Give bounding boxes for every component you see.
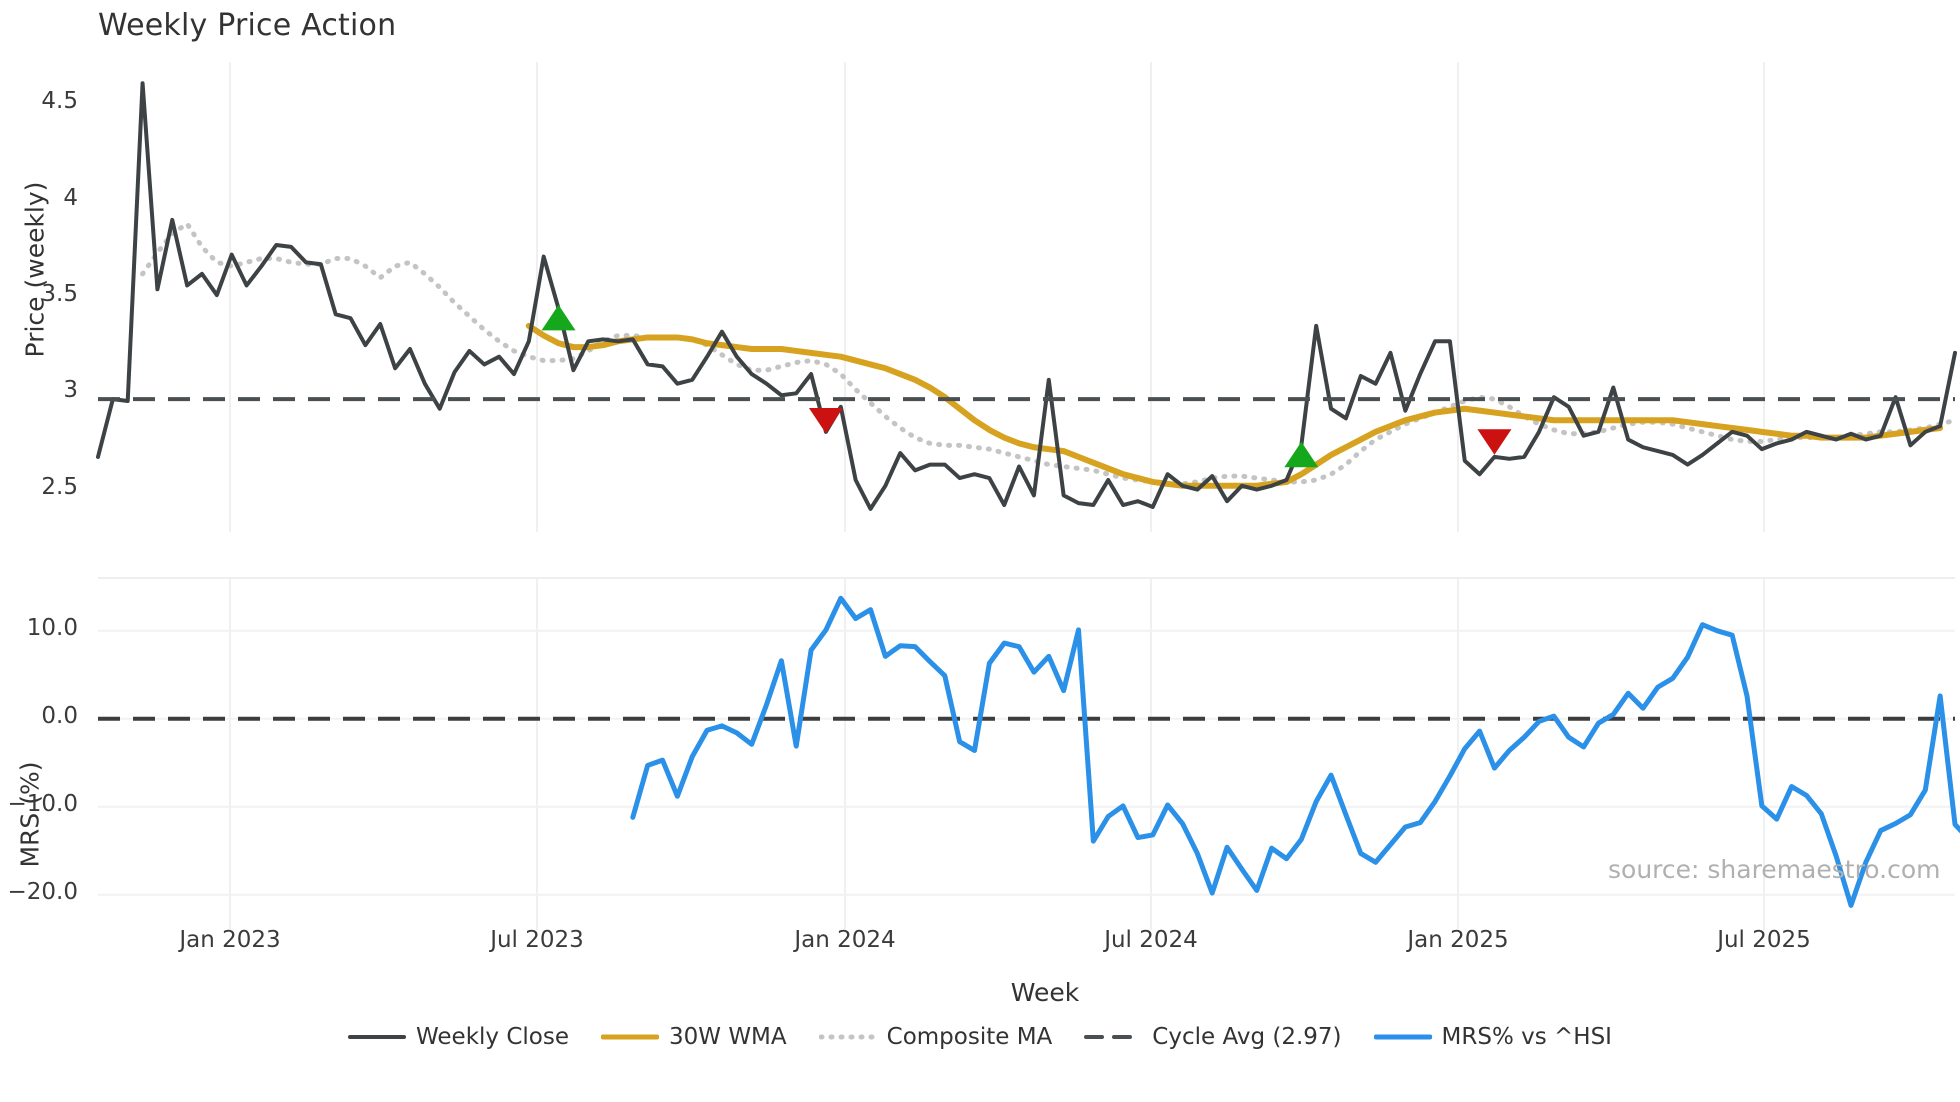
watermark: source: sharemaestro.com: [1608, 855, 1941, 884]
price-ytick-2: 3.5: [41, 281, 78, 307]
sell-marker-3[interactable]: [1477, 429, 1512, 455]
mrs-ytick-3: −20.0: [7, 878, 78, 905]
legend-item-0[interactable]: Weekly Close: [348, 1024, 569, 1050]
mrs-ytick-2: −10.0: [7, 790, 78, 817]
legend-swatch-icon-1: [601, 1034, 659, 1040]
legend-swatch-icon-2: [818, 1034, 877, 1040]
mrs-ytick-1: 0.0: [41, 702, 78, 729]
x-tick-2: Jan 2024: [794, 927, 896, 953]
sell-marker-1[interactable]: [808, 408, 843, 434]
legend-swatch-icon-3: [1084, 1035, 1143, 1039]
x-axis-label: Week: [1010, 978, 1080, 1007]
x-tick-4: Jan 2025: [1407, 927, 1509, 953]
composite-ma-line: [140, 220, 1958, 487]
legend-item-3[interactable]: Cycle Avg (2.97): [1084, 1024, 1342, 1050]
legend-item-1[interactable]: 30W WMA: [601, 1024, 787, 1050]
price-ytick-0: 4.5: [41, 88, 78, 115]
legend-item-2[interactable]: Composite MA: [818, 1024, 1053, 1050]
weekly-close-line: [96, 81, 1957, 511]
legend-swatch-icon-0: [348, 1035, 407, 1039]
mrs-ytick-0: 10.0: [26, 614, 78, 641]
price-ytick-4: 2.5: [41, 473, 78, 500]
legend-label-1: 30W WMA: [669, 1024, 787, 1050]
page-title: Weekly Price Action: [98, 8, 397, 43]
legend-label-2: Composite MA: [886, 1024, 1053, 1050]
buy-marker-2[interactable]: [1284, 441, 1319, 468]
chart-legend: Weekly Close 30W WMA Composite MA Cycle Avg…: [0, 1024, 1960, 1050]
legend-label-0: Weekly Close: [416, 1024, 569, 1050]
wma-line: [525, 322, 1944, 489]
mrs-line: [630, 595, 1960, 908]
x-tick-5: Jul 2025: [1717, 927, 1811, 953]
price-ytick-1: 4: [63, 184, 78, 211]
buy-marker-0[interactable]: [541, 304, 576, 331]
legend-label-3: Cycle Avg (2.97): [1152, 1024, 1342, 1050]
legend-item-4[interactable]: MRS% vs ^HSI: [1373, 1024, 1612, 1050]
legend-label-4: MRS% vs ^HSI: [1441, 1024, 1612, 1050]
legend-swatch-icon-4: [1373, 1034, 1432, 1040]
price-ytick-3: 3: [63, 377, 78, 404]
x-tick-3: Jul 2024: [1104, 927, 1198, 953]
x-tick-1: Jul 2023: [490, 927, 584, 953]
x-tick-0: Jan 2023: [179, 927, 281, 953]
